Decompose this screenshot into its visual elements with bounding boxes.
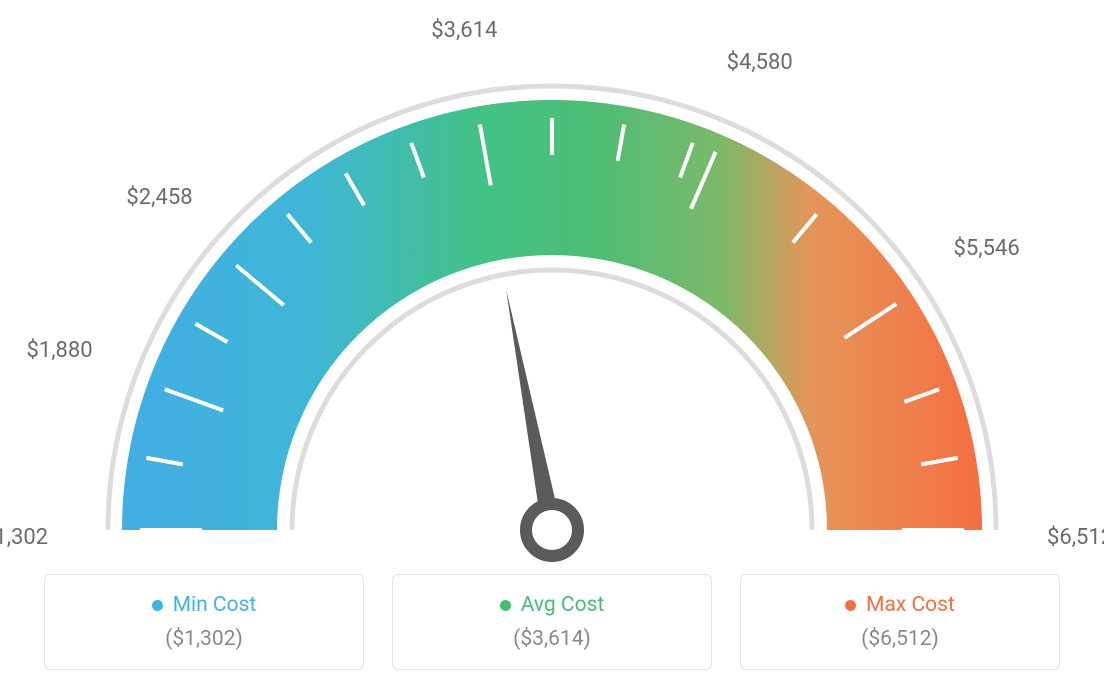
legend-title: Max Cost bbox=[845, 593, 955, 617]
gauge-tick-label: $6,512 bbox=[1047, 525, 1104, 550]
legend-title-text: Max Cost bbox=[866, 593, 955, 617]
gauge-svg bbox=[0, 30, 1104, 590]
legend-dot-icon bbox=[500, 600, 511, 611]
legend-card-min: Min Cost ($1,302) bbox=[44, 574, 364, 670]
legend-title-text: Avg Cost bbox=[521, 593, 605, 617]
gauge-tick-label: $2,458 bbox=[126, 185, 192, 210]
legend-row: Min Cost ($1,302) Avg Cost ($3,614) Max Cost… bbox=[44, 574, 1060, 670]
legend-dot-icon bbox=[152, 600, 163, 611]
legend-value: ($6,512) bbox=[761, 627, 1039, 651]
gauge-tick-label: $1,302 bbox=[0, 525, 48, 550]
gauge-tick-label: $3,614 bbox=[431, 18, 497, 43]
legend-value: ($1,302) bbox=[65, 627, 343, 651]
gauge-tick-label: $4,580 bbox=[727, 50, 793, 75]
legend-card-max: Max Cost ($6,512) bbox=[740, 574, 1060, 670]
legend-title: Min Cost bbox=[152, 593, 257, 617]
gauge-tick-label: $5,546 bbox=[954, 236, 1020, 261]
legend-dot-icon bbox=[845, 600, 856, 611]
legend-title: Avg Cost bbox=[500, 593, 605, 617]
gauge-tick-label: $1,880 bbox=[26, 338, 92, 363]
legend-title-text: Min Cost bbox=[173, 593, 257, 617]
gauge-chart: $1,302 $1,880 $2,458 $3,614 $4,580 $5,546 $6,5… bbox=[0, 0, 1104, 560]
legend-value: ($3,614) bbox=[413, 627, 691, 651]
legend-card-avg: Avg Cost ($3,614) bbox=[392, 574, 712, 670]
